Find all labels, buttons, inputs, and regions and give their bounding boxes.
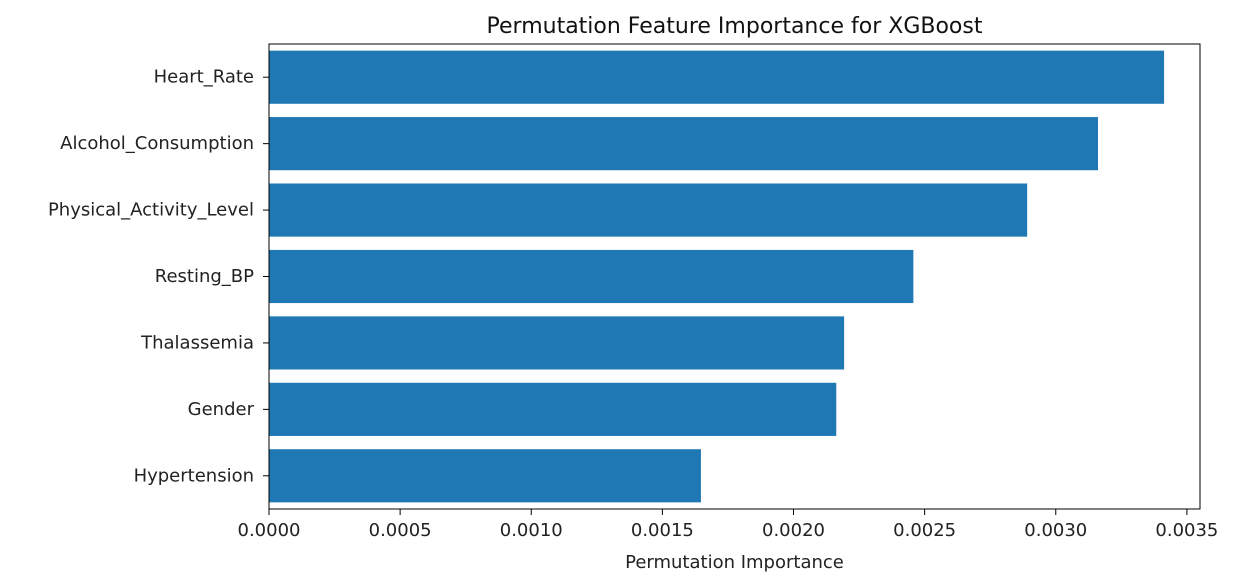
y-tick-label: Heart_Rate: [154, 67, 254, 88]
x-tick-label: 0.0030: [1024, 520, 1087, 541]
bar-gender: [269, 382, 837, 436]
x-axis-ticks: 0.0000 0.0005 0.0010 0.0015 0.0020 0.0025 0.00…: [238, 509, 1218, 541]
y-tick-label: Gender: [188, 399, 255, 420]
bar-thalassemia: [269, 316, 845, 370]
bar-alcohol-consumption: [269, 117, 1098, 171]
x-axis-label: Permutation Importance: [625, 552, 844, 573]
y-axis-ticks: Heart_Rate Alcohol_Consumption Physical_Ac…: [48, 67, 269, 486]
x-tick-label: 0.0035: [1155, 520, 1218, 541]
chart-title: Permutation Feature Importance for XGBoo…: [487, 14, 983, 39]
x-tick-label: 0.0010: [500, 520, 563, 541]
x-tick-label: 0.0015: [631, 520, 694, 541]
y-tick-label: Thalassemia: [140, 332, 254, 353]
bars-layer: [269, 50, 1165, 503]
y-tick-label: Resting_BP: [155, 266, 254, 287]
bar-resting-bp: [269, 249, 914, 304]
x-tick-label: 0.0025: [893, 520, 956, 541]
y-tick-label: Physical_Activity_Level: [48, 200, 254, 221]
y-tick-label: Hypertension: [134, 465, 254, 486]
x-tick-label: 0.0000: [238, 520, 301, 541]
plot-frame: [268, 43, 1201, 510]
x-tick-label: 0.0020: [762, 520, 825, 541]
bar-heart-rate: [269, 50, 1165, 104]
x-tick-label: 0.0005: [369, 520, 432, 541]
y-tick-label: Alcohol_Consumption: [60, 133, 254, 154]
bar-physical-activity-level: [269, 183, 1028, 237]
bar-hypertension: [269, 449, 701, 503]
